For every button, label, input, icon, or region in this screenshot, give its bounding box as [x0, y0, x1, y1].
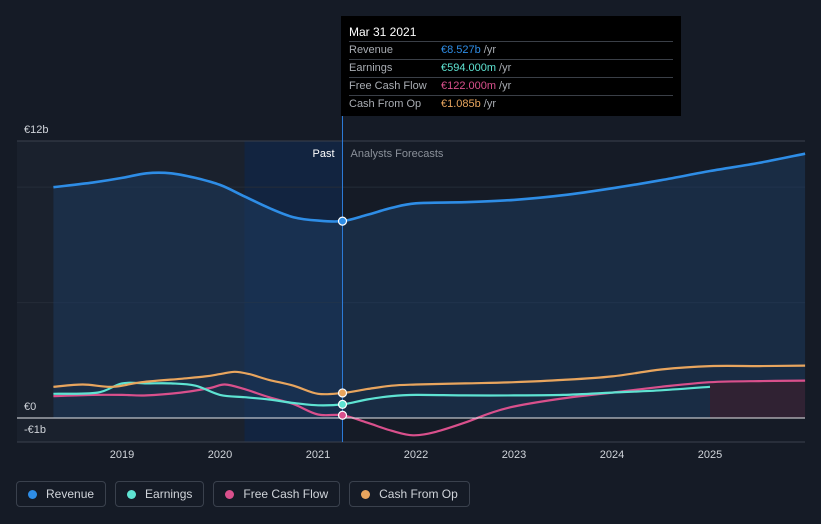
x-tick-label: 2024 — [600, 449, 624, 461]
tooltip-label: Earnings — [349, 62, 393, 74]
free-cash-flow-area — [710, 380, 806, 418]
tooltip-row-cash-from-op: Cash From Op €1.085b /yr — [349, 95, 673, 113]
legend-dot-icon — [225, 489, 235, 499]
x-tick-label: 2020 — [208, 449, 232, 461]
legend-dot-icon — [28, 489, 37, 499]
tooltip-row-revenue: Revenue €8.527b /yr — [349, 41, 673, 59]
legend-dot-icon — [361, 489, 371, 499]
x-tick-label: 2021 — [306, 449, 330, 461]
legend-label: Free Cash Flow — [243, 487, 329, 501]
legend-dot-icon — [127, 489, 137, 499]
legend-label: Earnings — [145, 487, 193, 501]
x-tick-label: 2019 — [110, 449, 134, 461]
tooltip-date: Mar 31 2021 — [349, 25, 417, 39]
revenue-marker — [337, 216, 348, 226]
chart-tooltip: Mar 31 2021 Revenue €8.527b /yr Earnings… — [341, 16, 681, 116]
tooltip-label: Cash From Op — [349, 98, 422, 110]
free-cash-flow-marker — [337, 410, 348, 420]
tooltip-label: Revenue — [349, 44, 394, 56]
cash-from-op-line — [53, 364, 806, 396]
chart-legend: Revenue Earnings Free Cash Flow Cash Fro… — [16, 481, 479, 507]
tooltip-value: €8.527b — [441, 44, 481, 56]
tooltip-row-free-cash-flow: Free Cash Flow €122.000m /yr — [349, 77, 673, 95]
tooltip-value: €594.000m — [441, 62, 497, 74]
y-tick-label: -€1b — [24, 424, 46, 436]
x-tick-label: 2025 — [698, 449, 722, 461]
legend-item-revenue[interactable]: Revenue — [16, 481, 107, 507]
x-tick-label: 2022 — [404, 449, 428, 461]
tooltip-unit: /yr — [499, 62, 512, 74]
tooltip-label: Free Cash Flow — [349, 80, 427, 92]
tooltip-value: €122.000m — [441, 80, 497, 92]
forecast-label: Analysts Forecasts — [351, 148, 444, 160]
earnings-line — [53, 381, 711, 407]
legend-label: Revenue — [46, 487, 95, 501]
y-tick-label: €0 — [24, 401, 36, 413]
legend-item-earnings[interactable]: Earnings — [115, 481, 205, 507]
earnings-marker — [337, 399, 348, 409]
x-tick-label: 2023 — [502, 449, 526, 461]
tooltip-unit: /yr — [499, 80, 512, 92]
legend-item-cash-from-op[interactable]: Cash From Op — [349, 481, 470, 507]
tooltip-value: €1.085b — [441, 98, 481, 110]
revenue-area — [53, 153, 806, 418]
tooltip-unit: /yr — [483, 44, 496, 56]
cash-from-op-marker — [337, 388, 348, 398]
tooltip-unit: /yr — [483, 98, 496, 110]
tooltip-row-earnings: Earnings €594.000m /yr — [349, 59, 673, 77]
past-label: Past — [312, 148, 334, 160]
legend-item-free-cash-flow[interactable]: Free Cash Flow — [213, 481, 341, 507]
y-tick-label: €12b — [24, 124, 48, 136]
legend-label: Cash From Op — [379, 487, 458, 501]
